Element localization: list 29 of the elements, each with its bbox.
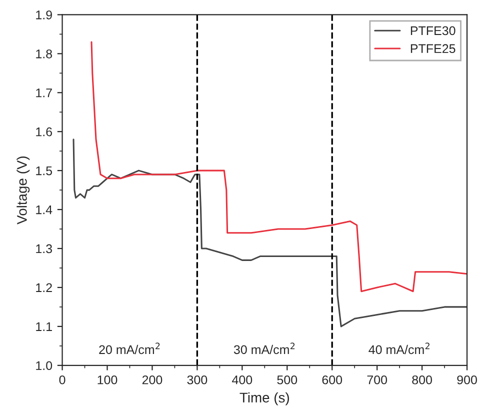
y-tick-label: 1.8	[36, 49, 52, 58]
x-axis-title: Time (s)	[240, 392, 289, 406]
y-tick-label: 1.5	[36, 166, 52, 176]
y-tick-label: 1.6	[36, 127, 52, 136]
x-tick-label: 900	[457, 375, 477, 384]
x-tick-label: 600	[322, 375, 342, 384]
y-tick-label: 1.0	[36, 361, 52, 370]
y-tick-label: 1.4	[36, 205, 52, 214]
y-tick-label: 1.1	[36, 322, 52, 331]
x-tick-label: 100	[98, 375, 118, 384]
annotation: 30 mA/cm$^{2}$	[234, 342, 295, 354]
x-tick-label: 300	[187, 375, 208, 384]
y-tick-label: 1.3	[36, 244, 52, 254]
y-tick-label: 1.2	[36, 283, 52, 292]
legend-label: PTFE30	[410, 26, 456, 36]
y-tick-label: 1.9	[36, 10, 52, 20]
x-tick-label: 500	[277, 375, 298, 384]
annotation: 40 mA/cm$^{2}$	[368, 342, 430, 354]
annotation: 20 mA/cm$^{2}$	[99, 342, 160, 354]
line-series	[72, 138, 468, 328]
x-tick-label: 800	[412, 375, 432, 384]
line-series	[90, 41, 468, 292]
legend-label: PTFE25	[410, 44, 456, 54]
x-tick-label: 200	[142, 375, 162, 384]
x-tick-label: 400	[232, 375, 252, 384]
y-axis-title: Voltage (V)	[16, 156, 30, 224]
x-tick-label: 0	[59, 375, 66, 384]
x-tick-label: 700	[367, 375, 388, 384]
y-tick-label: 1.7	[36, 88, 52, 98]
